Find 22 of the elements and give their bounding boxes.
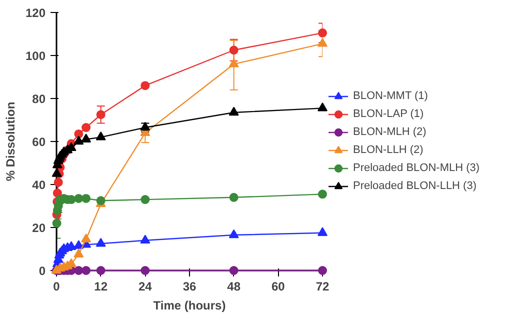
legend-label: Preloaded BLON-MLH (3) bbox=[353, 161, 480, 176]
legend-label: BLON-LLH (2) bbox=[353, 143, 424, 158]
y-tick-label: 60 bbox=[32, 135, 46, 149]
x-tick-label: 12 bbox=[94, 280, 108, 294]
x-tick-label: 24 bbox=[138, 280, 152, 294]
y-tick-label: 20 bbox=[32, 221, 46, 235]
y-tick-label: 100 bbox=[25, 49, 46, 63]
x-axis-title: Time (hours) bbox=[153, 298, 226, 312]
y-tick-label: 0 bbox=[38, 264, 46, 278]
y-tick-label: 120 bbox=[25, 6, 46, 20]
legend-label: Preloaded BLON-LLH (3) bbox=[353, 179, 477, 194]
x-tick-label: 72 bbox=[316, 280, 330, 294]
x-tick-label: 0 bbox=[53, 280, 60, 294]
legend-label: BLON-MLH (2) bbox=[353, 125, 426, 140]
y-axis-title: % Dissolution bbox=[3, 102, 18, 182]
x-tick-label: 36 bbox=[182, 280, 196, 294]
x-tick-label: 48 bbox=[227, 280, 241, 294]
y-tick-label: 80 bbox=[32, 92, 46, 106]
legend-label: BLON-MMT (1) bbox=[353, 89, 428, 104]
x-tick-label: 60 bbox=[271, 280, 286, 294]
y-tick-label: 40 bbox=[32, 178, 46, 192]
legend-label: BLON-LAP (1) bbox=[353, 107, 424, 122]
